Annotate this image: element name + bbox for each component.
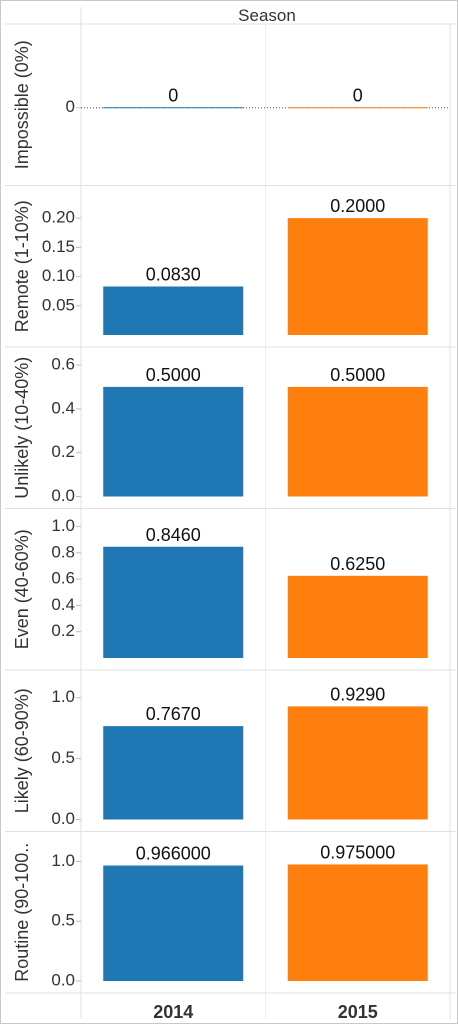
y-tick-label: 0: [66, 97, 75, 116]
y-tick-label: 0.15: [42, 237, 75, 256]
y-tick-label: 0.0: [51, 970, 75, 989]
bar-2015[interactable]: [287, 107, 428, 109]
bar-2015[interactable]: [287, 864, 428, 981]
y-tick-label: 1.0: [51, 851, 75, 870]
row-label: Impossible (0%): [12, 40, 32, 169]
bar-value-label: 0.2000: [330, 196, 385, 216]
bar-value-label: 0: [353, 85, 363, 105]
y-tick-label: 0.4: [51, 595, 75, 614]
bar-value-label: 0.5000: [330, 365, 385, 385]
x-category-label: 2014: [153, 1002, 193, 1022]
bar-value-label: 0: [168, 85, 178, 105]
bar-value-label: 0.975000: [320, 842, 395, 862]
bar-value-label: 0.5000: [146, 365, 201, 385]
bar-2015[interactable]: [287, 386, 428, 497]
row-label: Routine (90-100..: [12, 843, 32, 982]
row-label: Likely (60-90%): [12, 688, 32, 813]
y-tick-label: 0.2: [51, 442, 75, 461]
y-tick-label: 0.0: [51, 809, 75, 828]
bar-2014[interactable]: [103, 286, 244, 335]
y-tick-label: 0.0: [51, 486, 75, 505]
y-tick-label: 0.05: [42, 295, 75, 314]
y-tick-label: 0.8: [51, 542, 75, 561]
bar-2014[interactable]: [103, 546, 244, 658]
y-tick-label: 0.5: [51, 748, 75, 767]
bar-2014[interactable]: [103, 726, 244, 820]
bar-value-label: 0.6250: [330, 554, 385, 574]
y-tick-label: 0.4: [51, 398, 75, 417]
row-label: Remote (1-10%): [12, 200, 32, 332]
bar-value-label: 0.966000: [136, 844, 211, 864]
y-tick-label: 0.10: [42, 266, 75, 285]
bar-value-label: 0.7670: [146, 704, 201, 724]
y-tick-label: 0.6: [51, 354, 75, 373]
y-tick-label: 1.0: [51, 687, 75, 706]
bar-value-label: 0.8460: [146, 525, 201, 545]
row-label: Even (40-60%): [12, 529, 32, 649]
y-tick-label: 0.20: [42, 208, 75, 227]
x-category-label: 2015: [338, 1002, 378, 1022]
y-tick-label: 0.2: [51, 621, 75, 640]
bar-2014[interactable]: [103, 865, 244, 981]
row-label: Unlikely (10-40%): [12, 357, 32, 499]
bar-value-label: 0.0830: [146, 264, 201, 284]
bar-2015[interactable]: [287, 575, 428, 658]
bar-2015[interactable]: [287, 706, 428, 820]
y-tick-label: 1.0: [51, 516, 75, 535]
column-header-season: Season: [238, 6, 296, 25]
bar-2015[interactable]: [287, 218, 428, 335]
bar-2014[interactable]: [103, 107, 244, 109]
bar-value-label: 0.9290: [330, 684, 385, 704]
y-tick-label: 0.5: [51, 911, 75, 930]
y-tick-label: 0.6: [51, 569, 75, 588]
bar-2014[interactable]: [103, 386, 244, 497]
